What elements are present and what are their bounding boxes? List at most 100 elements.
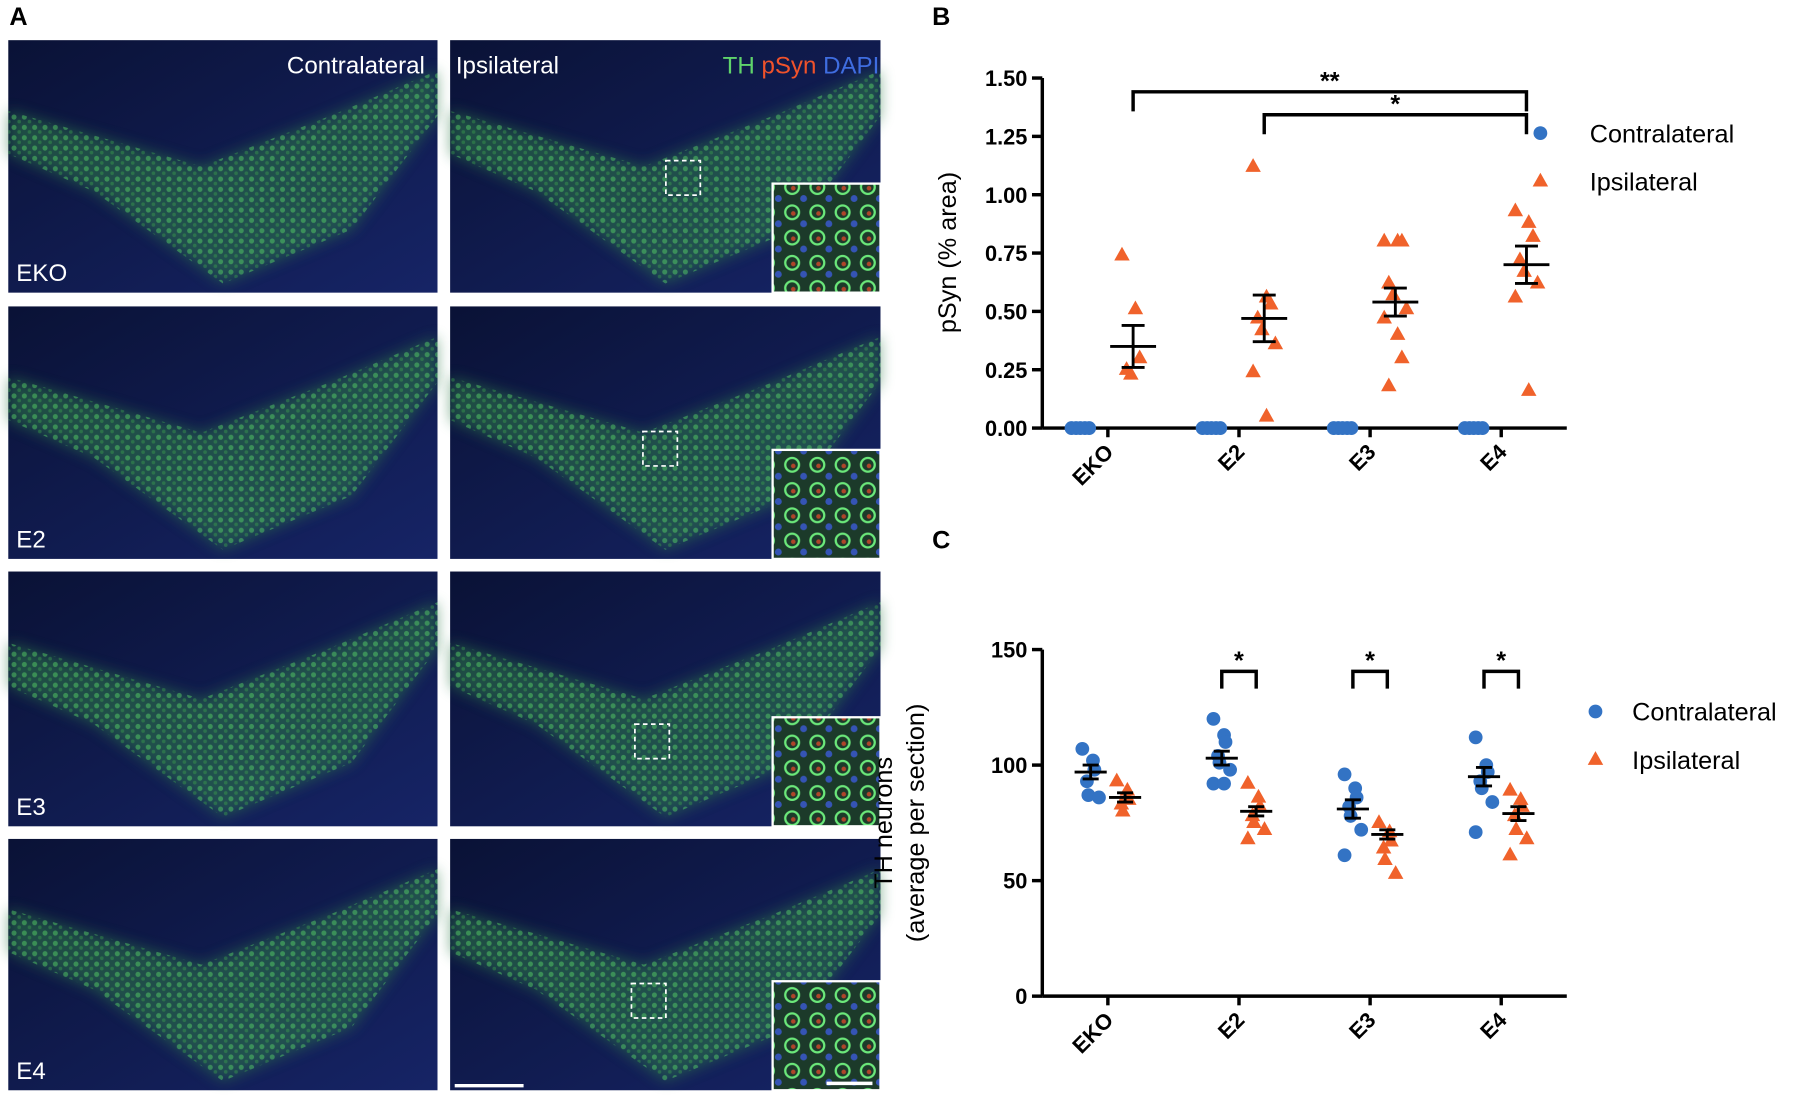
data-point	[1075, 742, 1090, 756]
tissue-cells	[8, 602, 438, 818]
data-point	[1376, 232, 1392, 247]
legend-marker	[1533, 126, 1548, 141]
data-point	[1381, 377, 1397, 392]
y-tick-label: 150	[991, 638, 1027, 663]
row-label: E2	[16, 526, 45, 553]
data-point	[1521, 214, 1537, 228]
data-point	[1512, 791, 1529, 805]
significance-label: *	[1365, 647, 1375, 675]
data-point	[1245, 158, 1261, 172]
panel-label: A	[9, 3, 27, 31]
panel-label: C	[932, 527, 950, 555]
row-label: EKO	[16, 260, 67, 287]
data-point	[1354, 822, 1369, 837]
roi-box	[634, 723, 671, 760]
y-tick-label: 50	[1003, 869, 1027, 894]
data-point	[1263, 295, 1279, 310]
data-point	[1127, 300, 1144, 315]
data-point	[1394, 349, 1410, 364]
inset	[771, 448, 882, 561]
y-tick-label: 1.25	[985, 124, 1027, 149]
data-point	[1516, 263, 1532, 277]
data-point	[1508, 821, 1524, 835]
x-tick-label: E2	[1213, 439, 1250, 476]
data-point	[1375, 839, 1392, 854]
data-point	[1337, 848, 1352, 863]
data-point	[1512, 251, 1528, 266]
chart: C TH neurons (average per section) 0 50 100 15…	[870, 527, 1777, 1059]
x-tick-label: E4	[1475, 439, 1512, 476]
data-point	[1245, 363, 1261, 378]
data-point	[1114, 246, 1130, 261]
legend-marker	[1588, 704, 1603, 719]
data-point	[1337, 767, 1352, 782]
data-point	[1389, 326, 1406, 340]
data-point	[1468, 825, 1483, 839]
data-point	[1246, 814, 1262, 829]
data-point	[1218, 735, 1233, 749]
legend-label: Contralateral	[1632, 699, 1776, 727]
panel-label: B	[932, 3, 950, 31]
data-point	[1254, 321, 1270, 336]
tissue-cells	[8, 869, 438, 1082]
legend-label: Ipsilateral	[1632, 747, 1740, 775]
data-point	[1507, 202, 1524, 217]
y-tick-label: 0.25	[985, 358, 1027, 383]
data-point	[1502, 846, 1518, 861]
data-point	[1398, 300, 1415, 315]
roi-box	[642, 430, 679, 467]
tissue-cells	[8, 336, 438, 550]
y-tick-label: 0.00	[985, 416, 1027, 441]
data-point	[1131, 349, 1148, 364]
x-tick-label: E3	[1344, 1007, 1381, 1044]
y-axis-label: TH neurons	[870, 757, 898, 889]
roi-box	[665, 159, 702, 196]
significance-label: **	[1320, 68, 1340, 96]
data-point	[1381, 274, 1397, 289]
data-point	[1466, 421, 1481, 435]
y-tick-label: 1.50	[985, 66, 1027, 91]
significance-bracket	[1482, 669, 1521, 689]
data-point	[1258, 407, 1275, 422]
data-point	[1507, 288, 1524, 303]
roi-box	[630, 982, 667, 1019]
y-axis-label: pSyn (% area)	[934, 172, 962, 333]
inset	[771, 980, 882, 1092]
legend-marker	[1587, 751, 1604, 765]
y-axis-label: (average per section)	[902, 704, 930, 942]
data-point	[1240, 774, 1256, 789]
data-point	[1217, 776, 1231, 791]
y-tick-label: 0.75	[985, 241, 1027, 266]
data-point	[1240, 830, 1256, 845]
data-point	[1206, 776, 1221, 791]
data-point	[1249, 309, 1266, 324]
data-point	[1250, 788, 1267, 803]
data-point	[1474, 781, 1489, 796]
significance-bracket	[1262, 113, 1529, 135]
micrographs: EKO E2 E3 E4	[8, 40, 882, 1092]
significance-bracket	[1131, 90, 1529, 112]
inset	[771, 716, 882, 828]
data-point	[1394, 232, 1410, 247]
data-point	[1204, 421, 1219, 435]
data-point	[1371, 814, 1387, 829]
data-point	[1377, 851, 1393, 865]
data-point	[1385, 286, 1401, 301]
data-point	[1115, 802, 1131, 817]
legend-marker	[1532, 172, 1549, 187]
column-label: Contralateral	[287, 52, 425, 79]
x-tick-label: E4	[1475, 1007, 1512, 1044]
y-tick-label: 1.00	[985, 183, 1027, 208]
data-point	[1256, 821, 1273, 835]
row-label: E3	[16, 794, 45, 821]
column-label: Ipsilateral	[456, 52, 559, 79]
y-tick-label: 100	[991, 753, 1027, 778]
data-point	[1387, 865, 1404, 879]
x-tick-label: E2	[1213, 1007, 1250, 1044]
data-point	[1092, 790, 1106, 805]
stain: DAPI	[823, 52, 879, 79]
inset	[771, 182, 882, 294]
data-point	[1529, 274, 1546, 289]
